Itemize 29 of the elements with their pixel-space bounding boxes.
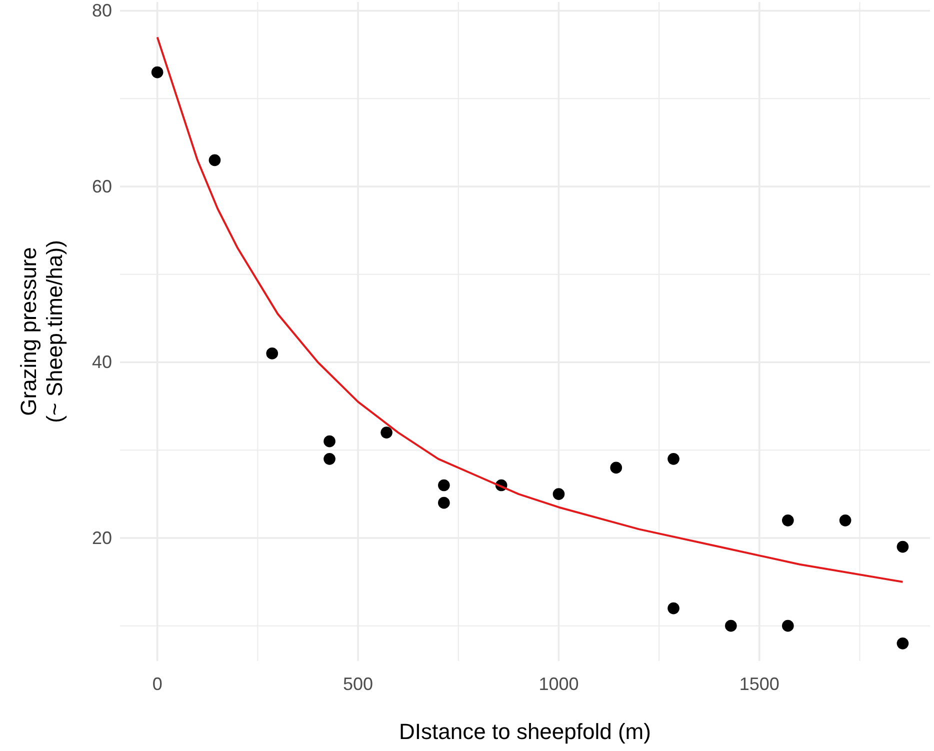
point (438, 479, 450, 492)
y-tick-label: 40 (92, 352, 112, 372)
point (782, 514, 794, 526)
point (552, 488, 565, 500)
point (324, 435, 336, 448)
x-tick-label: 500 (343, 674, 374, 694)
y-tick-label: 20 (92, 528, 112, 548)
y-tick-label: 60 (92, 176, 112, 196)
point (668, 453, 680, 465)
x-tick-label: 1000 (538, 674, 579, 694)
point (438, 496, 450, 509)
point (896, 540, 909, 553)
point (266, 348, 278, 360)
line-series (156, 36, 904, 583)
point (380, 426, 392, 438)
y-tick-label: 80 (92, 0, 112, 21)
point (151, 66, 164, 78)
x-axis-title: DIstance to sheepfold (m) (399, 719, 651, 744)
y-axis-title: Grazing pressure (~ Sheep.time/ha)) (16, 240, 67, 423)
point (668, 602, 680, 614)
point (782, 620, 794, 632)
point (724, 620, 737, 632)
point (896, 638, 909, 650)
x-tick-label: 1500 (739, 674, 780, 694)
point (208, 154, 221, 166)
point (324, 453, 336, 465)
point (610, 462, 622, 474)
x-tick-label: 0 (152, 674, 162, 694)
point (839, 514, 852, 526)
